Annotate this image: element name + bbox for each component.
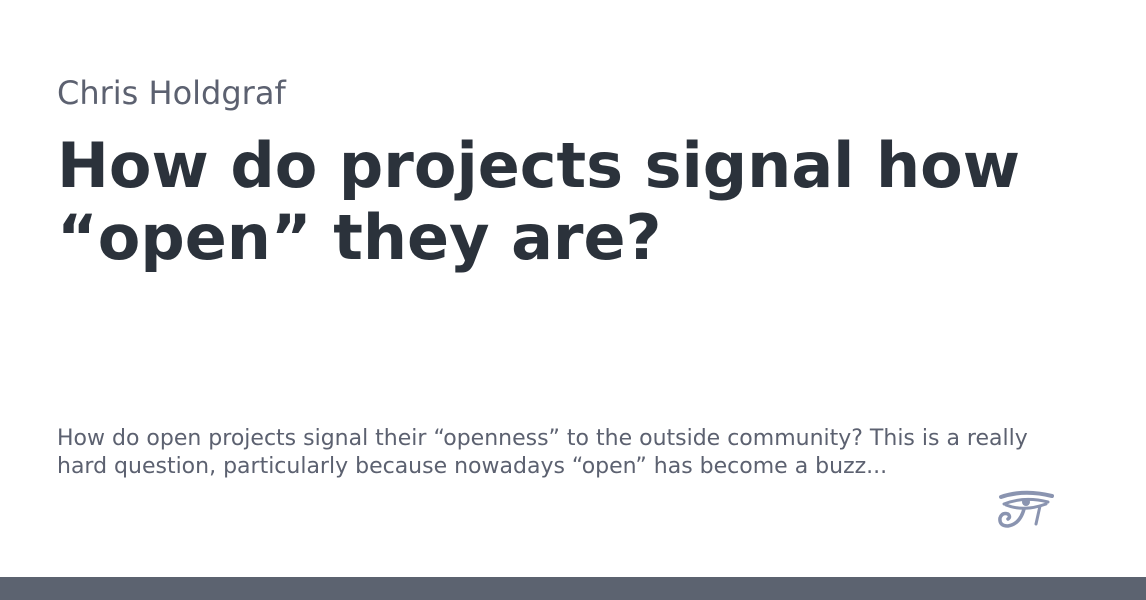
eye-of-horus-icon bbox=[998, 490, 1054, 528]
footer-bar bbox=[0, 577, 1146, 600]
post-summary: How do open projects signal their “openn… bbox=[57, 426, 1028, 479]
author-name: Chris Holdgraf bbox=[57, 74, 286, 112]
post-title: How do projects signal how “open” they a… bbox=[57, 129, 1020, 274]
